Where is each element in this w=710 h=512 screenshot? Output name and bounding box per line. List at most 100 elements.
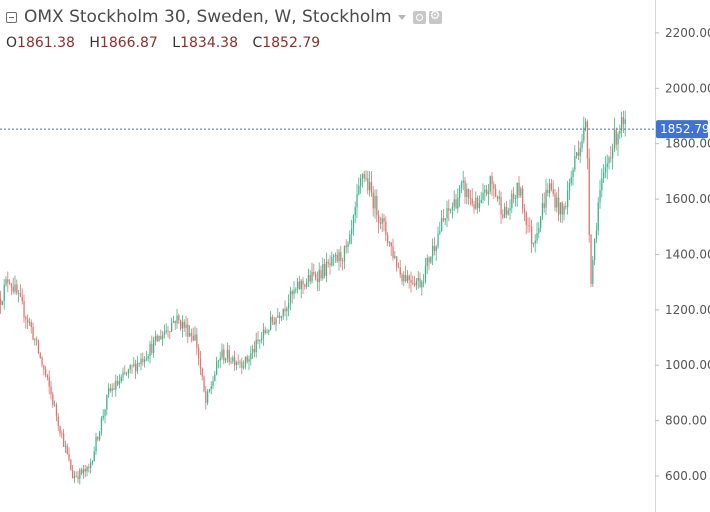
candle-up: [261, 338, 263, 340]
y-tick-label: 1200.00: [665, 303, 710, 317]
candle-up: [374, 195, 376, 209]
candle-up: [226, 349, 229, 359]
candle-up: [583, 127, 585, 141]
candle-down: [196, 334, 198, 348]
candle-up: [532, 243, 535, 245]
candle-up: [259, 339, 261, 342]
candle-up: [133, 363, 135, 367]
candle-down: [246, 356, 248, 362]
candle-up: [189, 333, 191, 337]
candle-up: [585, 121, 587, 128]
candle-down: [279, 315, 281, 318]
candle-up: [462, 180, 464, 183]
candle-up: [394, 256, 396, 258]
candle-down: [291, 291, 293, 295]
candle-up: [599, 190, 601, 203]
candle-up: [432, 245, 434, 257]
candle-up: [293, 290, 295, 295]
eye-icon[interactable]: [412, 10, 426, 24]
candle-down: [464, 180, 466, 198]
candle-down: [379, 222, 382, 224]
collapse-icon[interactable]: [6, 11, 17, 23]
candle-down: [309, 275, 311, 282]
candle-down: [19, 293, 22, 297]
candle-up: [140, 358, 142, 365]
candle-down: [513, 193, 515, 199]
candle-down: [298, 281, 301, 290]
candle-down: [178, 315, 180, 320]
candle-up: [441, 218, 443, 232]
candle-down: [302, 280, 304, 285]
candle-up: [478, 203, 481, 209]
candle-down: [590, 234, 592, 284]
candle-up: [381, 218, 383, 224]
candle-down: [550, 183, 553, 190]
candle-up: [212, 381, 214, 387]
candle-up: [541, 203, 544, 217]
candle-down: [412, 282, 414, 284]
candle-down: [241, 362, 243, 368]
candle-down: [257, 339, 259, 342]
candle-up: [311, 271, 313, 282]
candle-down: [23, 301, 25, 318]
candle-up: [106, 394, 108, 410]
candle-up: [295, 288, 297, 291]
candle-down: [558, 197, 560, 215]
candle-up: [104, 409, 106, 416]
candle-up: [388, 242, 391, 244]
chevron-down-icon[interactable]: [397, 14, 406, 20]
open-key: O: [6, 35, 18, 51]
candle-up: [619, 130, 621, 134]
candle-up: [99, 431, 101, 440]
candle-up: [437, 233, 439, 247]
candle-up: [262, 329, 265, 339]
candle-down: [223, 349, 225, 361]
candle-up: [540, 216, 542, 229]
candle-up: [122, 372, 124, 377]
candle-up: [358, 185, 360, 195]
candle-up: [563, 206, 565, 215]
candle-up: [482, 192, 484, 200]
gear-icon[interactable]: [428, 8, 442, 24]
candle-down: [9, 282, 11, 285]
candle-down: [48, 377, 50, 387]
candle-up: [354, 207, 356, 216]
candle-up: [243, 366, 245, 368]
candle-down: [70, 459, 72, 471]
candle-down: [527, 224, 529, 226]
symbol-title[interactable]: OMX Stockholm 30, Sweden, W, Stockholm: [24, 7, 392, 27]
candle-down: [399, 267, 401, 275]
high-key: H: [89, 35, 100, 51]
candle-up: [421, 281, 423, 288]
candle-up: [624, 119, 626, 125]
candle-up: [556, 197, 558, 208]
candle-up: [504, 206, 506, 218]
candle-up: [597, 202, 599, 231]
candle-down: [433, 245, 436, 252]
candle-down: [473, 204, 475, 209]
candle-up: [446, 208, 448, 219]
candle-down: [370, 182, 373, 193]
candle-down: [408, 275, 410, 281]
last-price-label: 1852.79: [660, 122, 710, 136]
candle-up: [300, 280, 302, 290]
candle-down: [320, 270, 322, 279]
candle-up: [28, 322, 31, 324]
candle-up: [108, 388, 110, 395]
candle-down: [610, 157, 612, 159]
candle-up: [230, 361, 232, 363]
candle-down: [525, 212, 527, 225]
chart-legend: OMX Stockholm 30, Sweden, W, Stockholm O…: [6, 7, 442, 51]
candle-down: [442, 218, 445, 221]
candle-up: [475, 197, 477, 209]
candle-up: [307, 275, 310, 282]
candle-down: [552, 189, 554, 194]
y-tick-label: 600.00: [665, 469, 707, 483]
candle-down: [372, 192, 374, 209]
candle-down: [7, 279, 9, 283]
candle-up: [534, 240, 536, 244]
candle-up: [82, 469, 85, 474]
candle-up: [158, 335, 160, 342]
candle-down: [183, 321, 185, 328]
